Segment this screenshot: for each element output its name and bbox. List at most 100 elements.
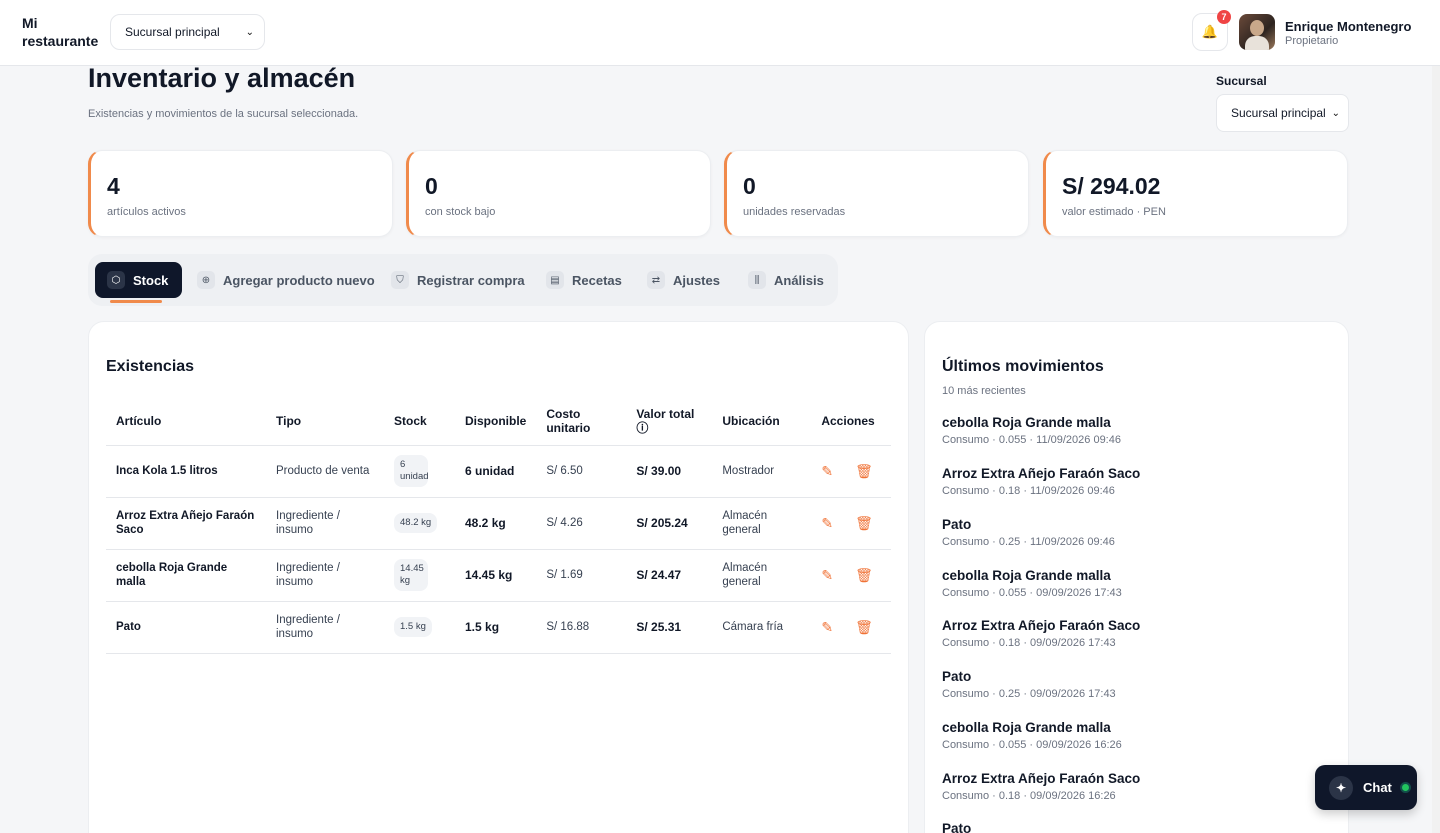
item-actions: ✎ 🗑 (811, 445, 891, 498)
avatar[interactable] (1239, 14, 1275, 50)
tab-analysis[interactable]: ⫼ Análisis (738, 262, 834, 298)
movement-meta: Consumo · 0.18 · 09/09/2026 16:26 (942, 790, 1116, 802)
movements-subtitle: 10 más recientes (942, 385, 1026, 397)
online-status-dot (1401, 784, 1409, 791)
notification-count-badge: 7 (1217, 10, 1231, 24)
column-header: Stock (384, 397, 455, 446)
tab-stock[interactable]: ⬡ Stock (95, 262, 183, 298)
item-stock-cell: 6 unidad (384, 445, 455, 498)
movement-name: cebolla Roja Grande malla (942, 568, 1111, 583)
edit-icon[interactable]: ✎ (821, 515, 834, 531)
chevron-down-icon: ⌄ (1331, 107, 1340, 119)
brand-name[interactable]: Mi restaurante (22, 15, 99, 49)
stock-badge: 14.45 kg (394, 559, 428, 591)
item-actions: ✎ 🗑 (811, 549, 891, 602)
scrollbar[interactable] (1432, 66, 1440, 833)
branch-select-top-value: Sucursal principal (125, 25, 220, 39)
movement-meta: Consumo · 0.25 · 09/09/2026 17:43 (942, 688, 1116, 700)
branch-select[interactable]: Sucursal principal ⌄ (1216, 94, 1349, 132)
column-header: Ubicación (712, 397, 812, 446)
item-type: Ingrediente / insumo (266, 549, 384, 602)
bell-icon: 🔔 (1201, 24, 1219, 39)
edit-icon[interactable]: ✎ (821, 463, 834, 479)
movement-meta: Consumo · 0.18 · 09/09/2026 17:43 (942, 637, 1116, 649)
trash-icon[interactable]: 🗑 (855, 515, 873, 531)
movement-name: Arroz Extra Añejo Faraón Saco (942, 466, 1141, 481)
movement-meta: Consumo · 0.055 · 09/09/2026 17:43 (942, 587, 1122, 599)
column-header: Tipo (266, 397, 384, 446)
kpi-value: 0 (425, 173, 438, 199)
movement-meta: Consumo · 0.18 · 11/09/2026 09:46 (942, 485, 1115, 497)
branch-select-value: Sucursal principal (1231, 106, 1326, 120)
branch-select-top[interactable]: Sucursal principal ⌄ (110, 14, 265, 50)
movement-meta: Consumo · 0.055 · 11/09/2026 09:46 (942, 434, 1121, 446)
tab-add-product[interactable]: ⊕ Agregar producto nuevo (187, 262, 385, 298)
item-name: Pato (106, 601, 266, 654)
trash-icon[interactable]: 🗑 (855, 567, 873, 583)
kpi-label: con stock bajo (425, 206, 496, 218)
tab-label: Agregar producto nuevo (223, 272, 375, 288)
item-actions: ✎ 🗑 (811, 601, 891, 654)
table-row: Pato Ingrediente / insumo 1.5 kg 1.5 kg … (106, 601, 891, 654)
item-total-value: S/ 25.31 (626, 601, 713, 654)
chat-button[interactable]: ✦ Chat (1315, 765, 1417, 810)
movement-item: cebolla Roja Grande malla Consumo · 0.05… (942, 414, 1332, 446)
tab-recipes[interactable]: ▤ Recetas (536, 262, 632, 298)
table-row: Arroz Extra Añejo Faraón Saco Ingredient… (106, 497, 891, 550)
movement-name: cebolla Roja Grande malla (942, 720, 1111, 735)
chart-icon: ⫼ (748, 271, 766, 289)
item-name: Arroz Extra Añejo Faraón Saco (106, 497, 266, 550)
stock-table: Artículo Tipo Stock Disponible Costo uni… (106, 397, 891, 654)
item-location: Almacén general (712, 549, 812, 602)
movement-meta: Consumo · 0.25 · 11/09/2026 09:46 (942, 536, 1115, 548)
item-unit-cost: S/ 6.50 (536, 445, 627, 498)
kpi-estimated-value: S/ 294.02 valor estimado · PEN (1043, 150, 1348, 237)
movement-item: Pato (942, 820, 1332, 833)
tab-label: Registrar compra (417, 272, 525, 288)
movement-name: cebolla Roja Grande malla (942, 415, 1111, 430)
kpi-value: 4 (107, 173, 120, 199)
item-total-value: S/ 205.24 (626, 497, 713, 550)
item-name: Inca Kola 1.5 litros (106, 445, 266, 498)
edit-icon[interactable]: ✎ (821, 619, 834, 635)
column-header: Artículo (106, 397, 266, 446)
user-role: Propietario (1285, 35, 1339, 47)
movement-item: Pato Consumo · 0.25 · 11/09/2026 09:46 (942, 516, 1332, 548)
table-row: Inca Kola 1.5 litros Producto de venta 6… (106, 445, 891, 498)
item-available: 14.45 kg (455, 549, 537, 602)
page-subtitle: Existencias y movimientos de la sucursal… (88, 108, 359, 120)
tab-register-purchase[interactable]: ⛉ Registrar compra (381, 262, 535, 298)
item-available: 48.2 kg (455, 497, 537, 550)
trash-icon[interactable]: 🗑 (855, 619, 873, 635)
item-available: 1.5 kg (455, 601, 537, 654)
item-total-value: S/ 39.00 (626, 445, 713, 498)
table-header-row: Artículo Tipo Stock Disponible Costo uni… (106, 397, 891, 446)
column-header: Valor total ⓘ (626, 397, 713, 446)
item-stock-cell: 1.5 kg (384, 601, 455, 654)
swap-icon: ⇄ (647, 271, 665, 289)
tab-label: Análisis (774, 272, 824, 288)
item-unit-cost: S/ 1.69 (536, 549, 627, 602)
item-actions: ✎ 🗑 (811, 497, 891, 550)
item-available: 6 unidad (455, 445, 537, 498)
kpi-label: artículos activos (107, 206, 186, 218)
movement-name: Arroz Extra Añejo Faraón Saco (942, 771, 1141, 786)
info-icon[interactable]: ⓘ (636, 420, 649, 435)
tab-label: Stock (133, 272, 169, 288)
edit-icon[interactable]: ✎ (821, 567, 834, 583)
column-header: Acciones (811, 397, 891, 446)
tab-adjustments[interactable]: ⇄ Ajustes (637, 262, 730, 298)
movement-name: Pato (942, 821, 972, 833)
plus-circle-icon: ⊕ (197, 271, 215, 289)
stock-badge: 1.5 kg (394, 617, 432, 637)
trash-icon[interactable]: 🗑 (855, 463, 873, 479)
chevron-down-icon: ⌄ (245, 26, 254, 38)
item-stock-cell: 14.45 kg (384, 549, 455, 602)
tab-label: Ajustes (673, 272, 720, 288)
kpi-value: S/ 294.02 (1062, 173, 1161, 199)
item-location: Cámara fría (712, 601, 812, 654)
item-name: cebolla Roja Grande malla (106, 549, 266, 602)
item-type: Ingrediente / insumo (266, 497, 384, 550)
movement-name: Pato (942, 517, 972, 532)
item-type: Ingrediente / insumo (266, 601, 384, 654)
